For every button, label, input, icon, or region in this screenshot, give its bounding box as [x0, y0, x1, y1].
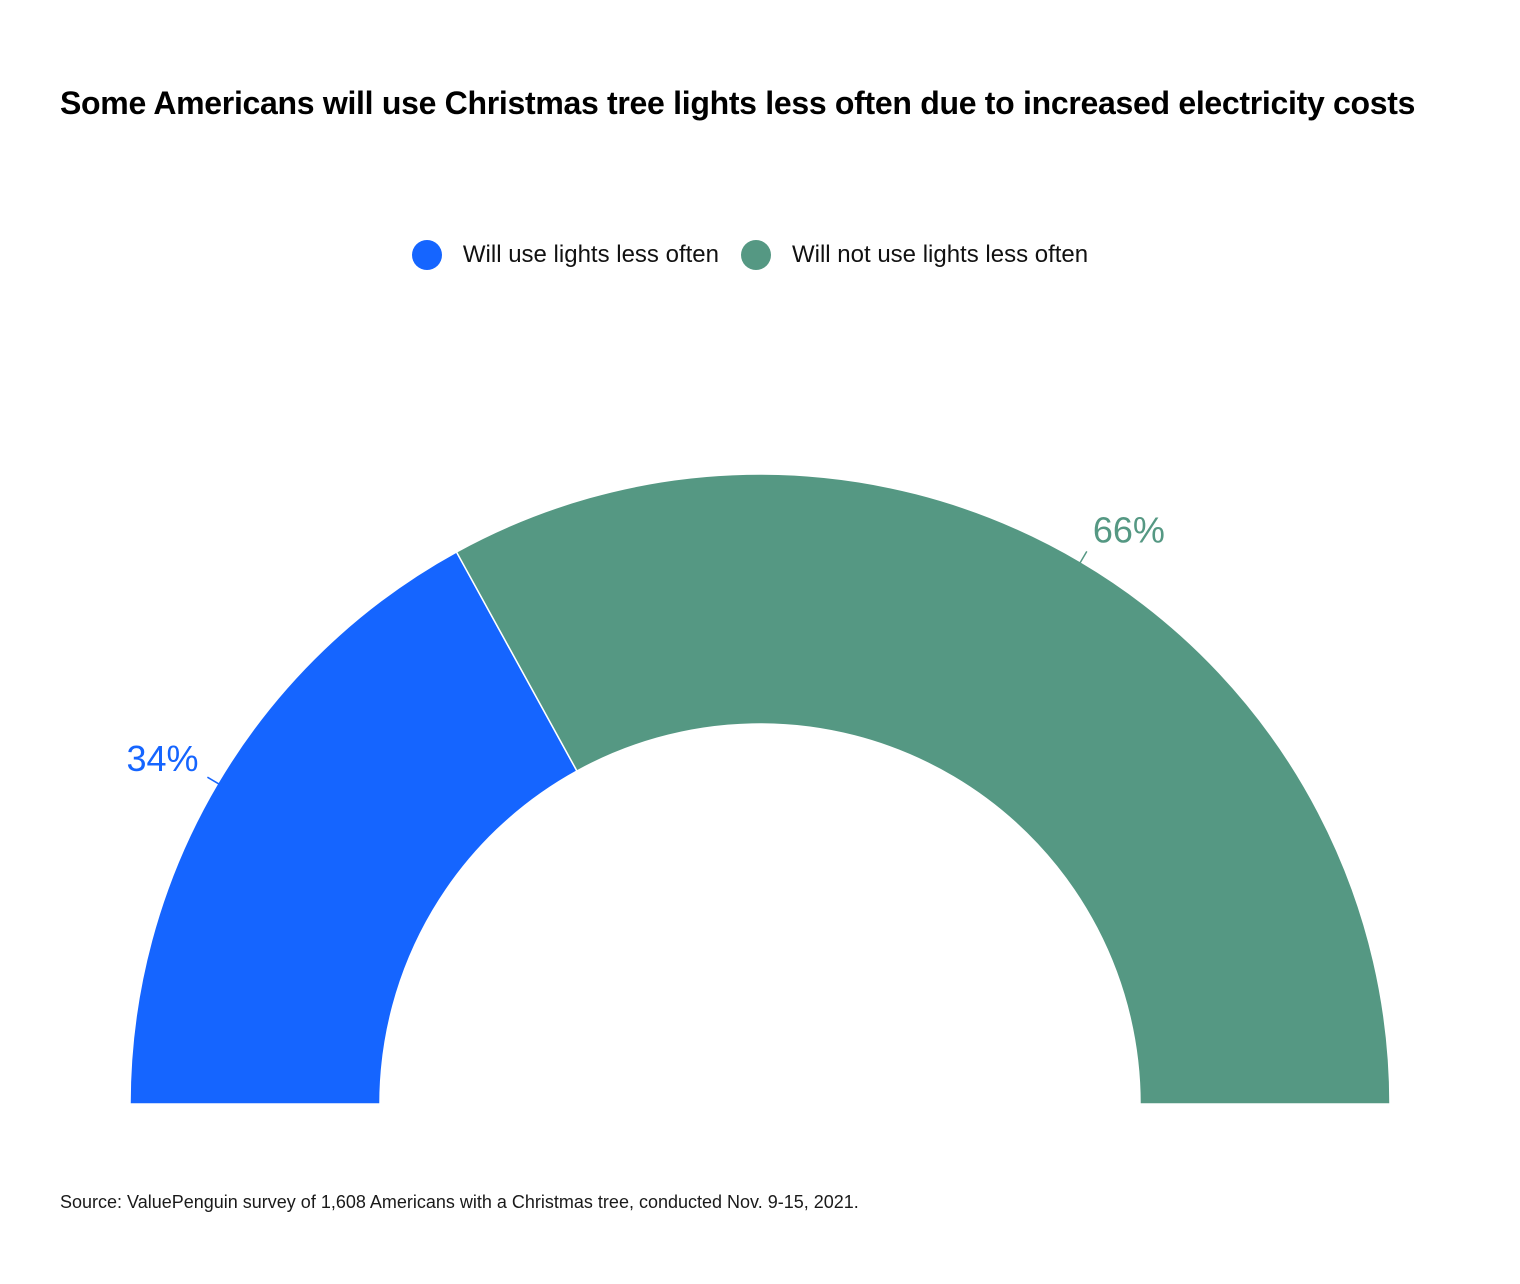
- leader-line-will-use-lights-less-often: [207, 776, 220, 785]
- legend-dot-will-use-less: [411, 240, 442, 270]
- chart-legend: Will use lights less often Will not use …: [0, 240, 1500, 270]
- legend-item-will-use-less[interactable]: Will use lights less often: [411, 240, 719, 270]
- data-label-will-not-use-lights-less-often: 66%: [1093, 510, 1165, 551]
- leader-line-will-not-use-lights-less-often: [1079, 551, 1088, 564]
- source-note: Source: ValuePenguin survey of 1,608 Ame…: [60, 1192, 859, 1212]
- legend-dot-will-not-use-less: [740, 240, 771, 270]
- chart-title: Some Americans will use Christmas tree l…: [60, 85, 1416, 121]
- legend-label-will-not-use-less: Will not use lights less often: [791, 241, 1089, 268]
- slice-will-not-use-lights-less-often[interactable]: [455, 473, 1391, 1105]
- data-label-will-use-lights-less-often: 34%: [126, 738, 198, 779]
- legend-label-will-use-less: Will use lights less often: [462, 241, 719, 268]
- slice-will-use-lights-less-often[interactable]: [129, 550, 578, 1105]
- legend-item-will-not-use-less[interactable]: Will not use lights less often: [740, 240, 1089, 270]
